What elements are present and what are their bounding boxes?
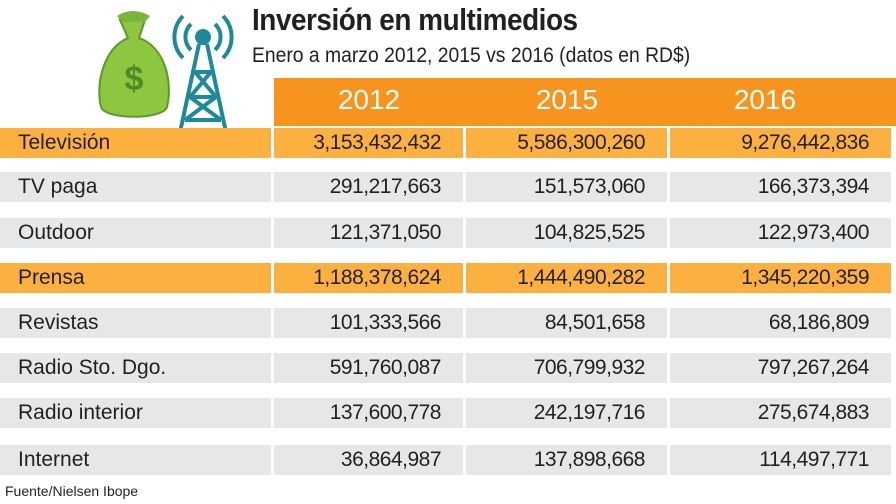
table-cell-2015: 137,898,668 [466, 445, 667, 475]
column-header-2015: 2015 [535, 84, 599, 115]
table-cell-2016: 166,373,394 [670, 172, 891, 202]
table-cell-2012: 121,371,050 [274, 218, 463, 248]
subtitle: Enero a marzo 2012, 2015 vs 2016 (datos … [252, 44, 691, 67]
source-note: Fuente/Nielsen Ibope [5, 483, 139, 499]
table-cell-2012: 291,217,663 [274, 172, 463, 202]
row-label: Revistas [0, 308, 271, 338]
row-label: Radio interior [0, 398, 271, 428]
illustration: $ [98, 11, 234, 138]
table-cell-2016: 1,345,220,359 [670, 263, 891, 293]
table-cell-2015: 104,825,525 [466, 218, 667, 248]
table-cell-2016: 275,674,883 [670, 398, 891, 428]
column-header-2016: 2016 [733, 84, 797, 115]
table-cell-2016: 68,186,809 [670, 308, 891, 338]
radio-tower-icon [172, 14, 234, 138]
row-label: TV paga [0, 172, 271, 202]
table-cell-2012: 1,188,378,624 [274, 263, 463, 293]
table-cell-2012: 137,600,778 [274, 398, 463, 428]
table-cell-2016: 797,267,264 [670, 353, 891, 383]
table-cell-2015: 1,444,490,282 [466, 263, 667, 293]
table-cell-2012: 36,864,987 [274, 445, 463, 475]
table-cell-2012: 101,333,566 [274, 308, 463, 338]
row-label: Radio Sto. Dgo. [0, 353, 271, 383]
table-cell-2016: 9,276,442,836 [670, 128, 891, 158]
table-cell-2015: 151,573,060 [466, 172, 667, 202]
row-label: Televisión [0, 128, 271, 158]
table-cell-2016: 114,497,771 [670, 445, 891, 475]
column-header-2012: 2012 [337, 84, 401, 115]
row-label: Internet [0, 445, 271, 475]
row-label: Prensa [0, 263, 271, 293]
row-label: Outdoor [0, 218, 271, 248]
table-cell-2016: 122,973,400 [670, 218, 891, 248]
table-cell-2015: 5,586,300,260 [466, 128, 667, 158]
table-header [274, 78, 896, 126]
page-title: Inversión en multimedios [252, 2, 578, 37]
money-bag-icon: $ [98, 11, 170, 118]
table-cell-2012: 591,760,087 [274, 353, 463, 383]
svg-text:$: $ [125, 60, 144, 98]
table-cell-2015: 242,197,716 [466, 398, 667, 428]
table-cell-2015: 706,799,932 [466, 353, 667, 383]
table-cell-2012: 3,153,432,432 [274, 128, 463, 158]
table-cell-2015: 84,501,658 [466, 308, 667, 338]
